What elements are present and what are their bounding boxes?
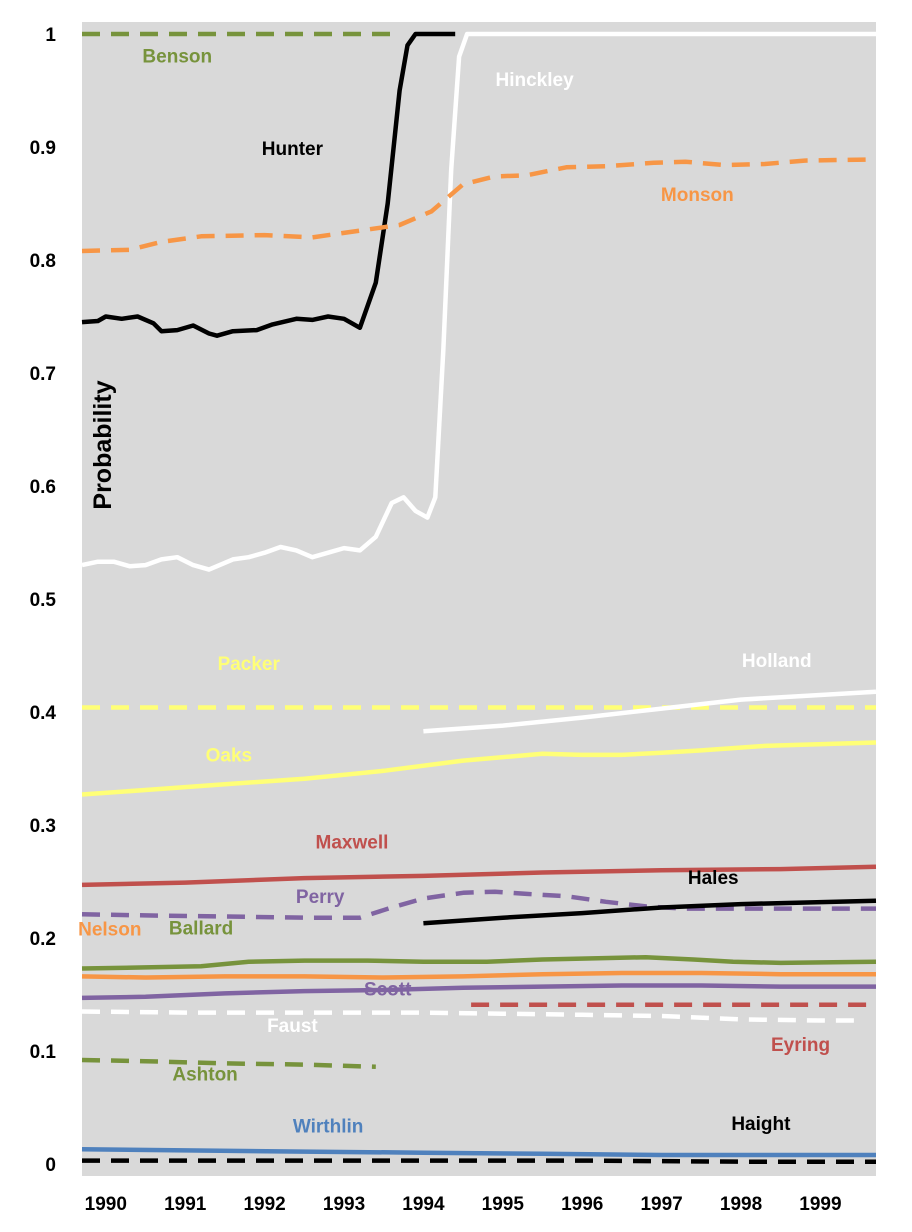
x-tick-label: 1990 <box>85 1194 127 1215</box>
y-axis-ticks: 0 0.1 0.2 0.3 0.4 0.5 0.6 0.7 0.8 0.9 1 <box>30 25 57 1176</box>
series-line-haight <box>82 1158 876 1164</box>
y-tick-label: 0.9 <box>30 138 56 159</box>
y-tick-label: 0.2 <box>30 929 56 950</box>
series-labels: Benson Hunter Hinckley Monson Packer Holland O… <box>78 46 830 1137</box>
series-label-monson: Monson <box>661 185 734 206</box>
series-label-ballard: Ballard <box>169 919 233 940</box>
y-tick-label: 0.4 <box>30 703 57 724</box>
series-line-wirthlin <box>81 1147 876 1158</box>
x-tick-label: 1998 <box>720 1194 762 1215</box>
series-line-scott <box>81 983 876 1001</box>
y-tick-label: 0.1 <box>30 1042 57 1063</box>
series-lines <box>81 31 877 1164</box>
x-tick-label: 1991 <box>164 1194 207 1215</box>
series-label-oaks: Oaks <box>206 746 252 767</box>
plot-background <box>82 22 876 1176</box>
y-tick-label: 0.6 <box>30 477 56 498</box>
series-line-ashton <box>81 1057 376 1070</box>
series-label-hunter: Hunter <box>262 139 324 160</box>
x-tick-label: 1995 <box>482 1194 525 1215</box>
series-line-oaks <box>81 740 877 797</box>
series-label-hales: Hales <box>688 868 739 889</box>
x-tick-label: 1992 <box>243 1194 285 1215</box>
series-line-maxwell <box>81 864 877 888</box>
series-label-wirthlin: Wirthlin <box>293 1116 364 1137</box>
x-tick-label: 1993 <box>323 1194 365 1215</box>
x-tick-label: 1999 <box>799 1194 841 1215</box>
series-line-monson <box>81 157 877 254</box>
x-tick-label: 1994 <box>402 1194 445 1215</box>
series-label-scott: Scott <box>364 980 412 1001</box>
series-label-nelson: Nelson <box>78 920 141 941</box>
y-axis-label: Probability <box>89 380 117 509</box>
series-line-holland <box>423 689 877 734</box>
x-tick-label: 1996 <box>561 1194 603 1215</box>
series-line-ballard <box>81 954 877 971</box>
series-label-haight: Haight <box>731 1114 791 1135</box>
y-tick-label: 0 <box>45 1155 56 1176</box>
series-line-hinckley <box>81 31 876 572</box>
series-line-hales <box>423 898 877 926</box>
series-label-maxwell: Maxwell <box>316 833 389 854</box>
series-line-hunter <box>81 31 456 338</box>
series-label-hinckley: Hinckley <box>496 70 575 91</box>
y-tick-label: 0.3 <box>30 816 56 837</box>
series-label-perry: Perry <box>296 887 345 908</box>
series-label-benson: Benson <box>142 46 212 67</box>
series-line-nelson <box>81 970 876 980</box>
series-label-faust: Faust <box>267 1016 318 1037</box>
series-label-holland: Holland <box>742 651 812 672</box>
y-tick-label: 0.5 <box>30 590 57 611</box>
y-tick-label: 1 <box>45 25 56 46</box>
x-tick-label: 1997 <box>640 1194 682 1215</box>
y-tick-label: 0.8 <box>30 251 56 272</box>
series-label-packer: Packer <box>218 654 281 675</box>
series-line-faust <box>81 1009 861 1023</box>
y-tick-label: 0.7 <box>30 364 56 385</box>
series-label-ashton: Ashton <box>172 1064 237 1085</box>
x-axis-ticks: 1990 1991 1992 1993 1994 1995 1996 1997 1998 1999 <box>85 1194 842 1215</box>
series-label-eyring: Eyring <box>771 1035 830 1056</box>
